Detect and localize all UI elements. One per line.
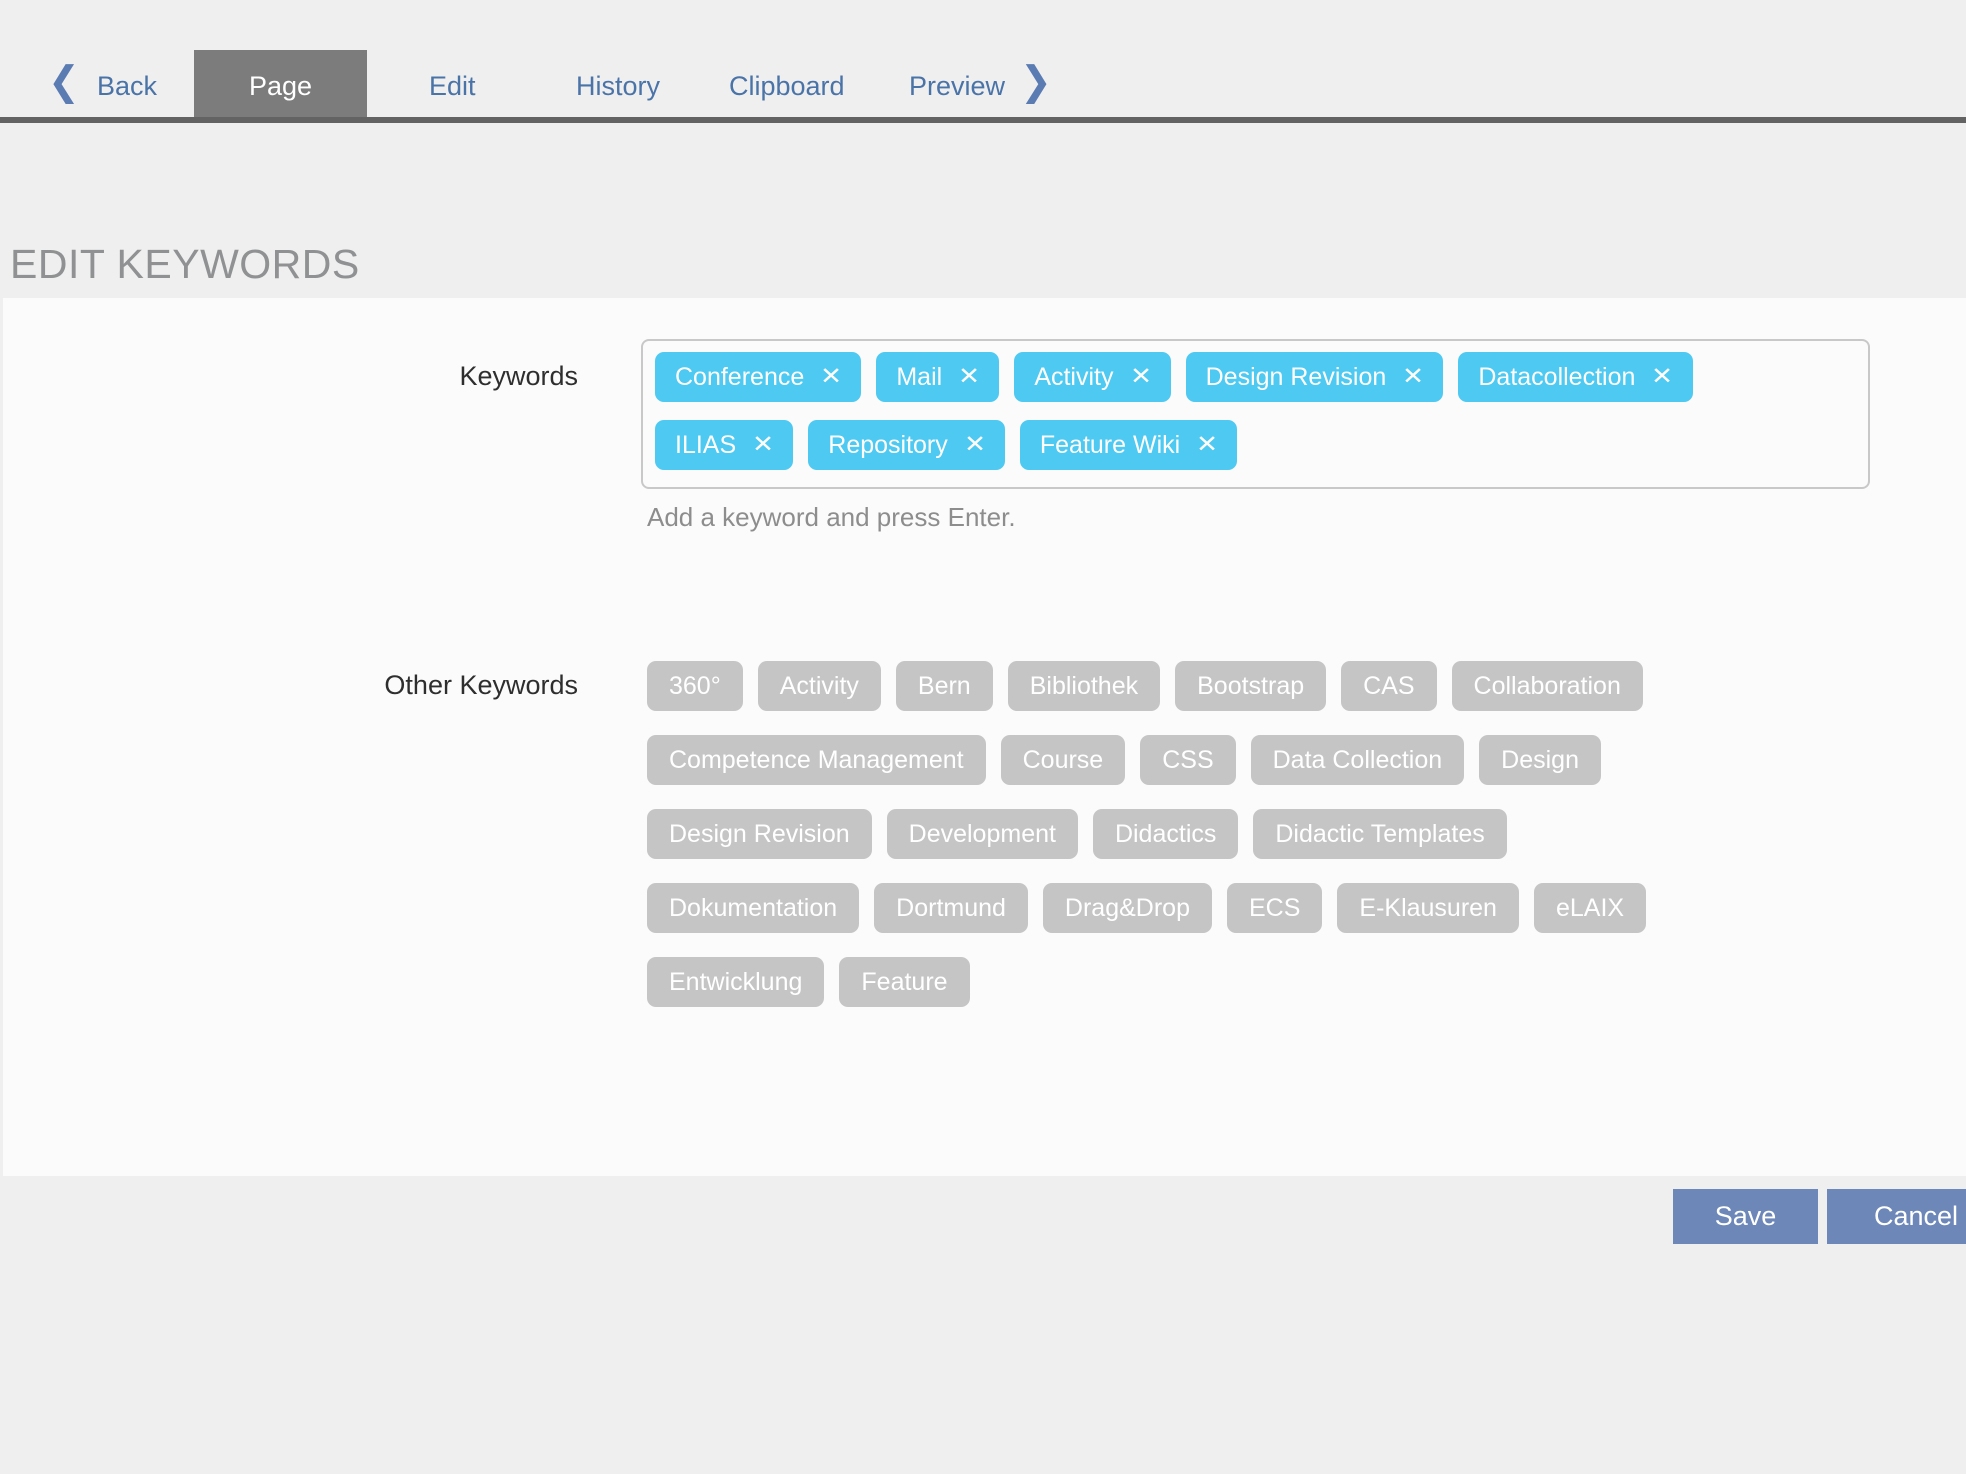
keyword-tag: ILIAS ✕ bbox=[655, 420, 794, 470]
forward-chevron-icon[interactable]: ❯ bbox=[1020, 59, 1052, 105]
other-keyword-tag[interactable]: CAS bbox=[1341, 661, 1437, 711]
nav-tab-page[interactable]: Page bbox=[194, 50, 367, 123]
other-keyword-tag[interactable]: CSS bbox=[1140, 735, 1236, 785]
keyword-tag-label: Feature Wiki bbox=[1039, 430, 1181, 459]
other-keyword-row: Design Revision Development Didactics Didac… bbox=[647, 809, 1827, 859]
keyword-tag: Activity ✕ bbox=[1014, 352, 1171, 402]
nav-back-link[interactable]: Back bbox=[97, 71, 158, 101]
keywords-tag-input[interactable]: Conference ✕ Mail ✕ Activity ✕ Design Revision… bbox=[641, 339, 1870, 489]
nav-tab-history[interactable]: History bbox=[576, 71, 661, 101]
keyword-tag-label: Design Revision bbox=[1205, 362, 1387, 391]
other-keyword-tag[interactable]: ECS bbox=[1226, 883, 1323, 933]
other-keyword-tag[interactable]: Data Collection bbox=[1250, 735, 1465, 785]
other-keyword-tag[interactable]: Competence Management bbox=[647, 735, 986, 785]
other-keyword-tag[interactable]: E-Klausuren bbox=[1337, 883, 1519, 933]
keyword-tag-row: ILIAS ✕ Repository ✕ Feature Wiki ✕ bbox=[655, 420, 1856, 470]
other-keyword-tag[interactable]: Course bbox=[1000, 735, 1126, 785]
other-keyword-tag[interactable]: Feature bbox=[839, 957, 970, 1007]
keyword-tag: Mail ✕ bbox=[876, 352, 1000, 402]
other-keyword-tag[interactable]: Collaboration bbox=[1451, 661, 1643, 711]
keyword-tag-label: Conference bbox=[675, 362, 805, 391]
other-keywords-list: 360° Activity Bern Bibliothek Bootstrap CAS Co… bbox=[647, 661, 1827, 1007]
other-keyword-tag[interactable]: Activity bbox=[757, 661, 881, 711]
other-keyword-tag[interactable]: Entwicklung bbox=[647, 957, 825, 1007]
remove-keyword-icon[interactable]: ✕ bbox=[752, 431, 775, 458]
keyword-tag-label: Datacollection bbox=[1478, 362, 1636, 391]
keywords-help-text: Add a keyword and press Enter. bbox=[647, 502, 1016, 532]
page-title: EDIT KEYWORDS bbox=[10, 241, 360, 287]
keyword-tag-label: Repository bbox=[828, 430, 948, 459]
keyword-tag: Design Revision ✕ bbox=[1185, 352, 1444, 402]
remove-keyword-icon[interactable]: ✕ bbox=[1402, 363, 1425, 390]
other-keyword-tag[interactable]: Drag&Drop bbox=[1042, 883, 1212, 933]
other-keyword-tag[interactable]: Bootstrap bbox=[1175, 661, 1327, 711]
other-keyword-tag[interactable]: eLAIX bbox=[1533, 883, 1647, 933]
other-keyword-tag[interactable]: 360° bbox=[647, 661, 743, 711]
keyword-tag: Datacollection ✕ bbox=[1458, 352, 1693, 402]
other-keyword-tag[interactable]: Design Revision bbox=[647, 809, 872, 859]
other-keyword-tag[interactable]: Bibliothek bbox=[1007, 661, 1161, 711]
other-keyword-row: Entwicklung Feature bbox=[647, 957, 1827, 1007]
remove-keyword-icon[interactable]: ✕ bbox=[1129, 363, 1152, 390]
nav-tab-edit[interactable]: Edit bbox=[429, 71, 476, 101]
other-keyword-tag[interactable]: Development bbox=[886, 809, 1078, 859]
save-button[interactable]: Save bbox=[1673, 1189, 1818, 1244]
other-keywords-label: Other Keywords bbox=[384, 670, 578, 700]
other-keyword-tag[interactable]: Bern bbox=[895, 661, 993, 711]
other-keyword-tag[interactable]: Design bbox=[1479, 735, 1601, 785]
nav-tab-page-label: Page bbox=[248, 71, 313, 101]
keyword-tag: Conference ✕ bbox=[655, 352, 862, 402]
other-keyword-row: Dokumentation Dortmund Drag&Drop ECS E-Klaus… bbox=[647, 883, 1827, 933]
nav-divider bbox=[0, 117, 1966, 123]
nav-tab-clipboard[interactable]: Clipboard bbox=[729, 71, 845, 101]
other-keyword-tag[interactable]: Didactic Templates bbox=[1253, 809, 1507, 859]
cancel-button[interactable]: Cancel bbox=[1827, 1189, 1966, 1244]
keyword-tag-row: Conference ✕ Mail ✕ Activity ✕ Design Revision… bbox=[655, 352, 1856, 402]
other-keyword-row: 360° Activity Bern Bibliothek Bootstrap CAS Co… bbox=[647, 661, 1827, 711]
keyword-tag-label: ILIAS bbox=[675, 430, 737, 459]
top-navigation: ❮ Back Page Edit History Clipboard Previ… bbox=[0, 0, 1966, 123]
other-keyword-tag[interactable]: Didactics bbox=[1092, 809, 1239, 859]
other-keyword-row: Competence Management Course CSS Data Colle… bbox=[647, 735, 1827, 785]
remove-keyword-icon[interactable]: ✕ bbox=[1651, 363, 1674, 390]
other-keyword-tag[interactable]: Dokumentation bbox=[647, 883, 860, 933]
nav-tab-preview[interactable]: Preview bbox=[909, 71, 1006, 101]
remove-keyword-icon[interactable]: ✕ bbox=[1196, 431, 1219, 458]
keywords-label: Keywords bbox=[459, 361, 578, 391]
back-chevron-icon[interactable]: ❮ bbox=[48, 59, 80, 105]
other-keyword-tag[interactable]: Dortmund bbox=[874, 883, 1028, 933]
keyword-tag: Repository ✕ bbox=[808, 420, 1005, 470]
remove-keyword-icon[interactable]: ✕ bbox=[820, 363, 843, 390]
keyword-tag: Feature Wiki ✕ bbox=[1019, 420, 1238, 470]
keyword-tag-label: Mail bbox=[896, 362, 943, 391]
remove-keyword-icon[interactable]: ✕ bbox=[963, 431, 986, 458]
keyword-tag-label: Activity bbox=[1034, 362, 1114, 391]
remove-keyword-icon[interactable]: ✕ bbox=[958, 363, 981, 390]
